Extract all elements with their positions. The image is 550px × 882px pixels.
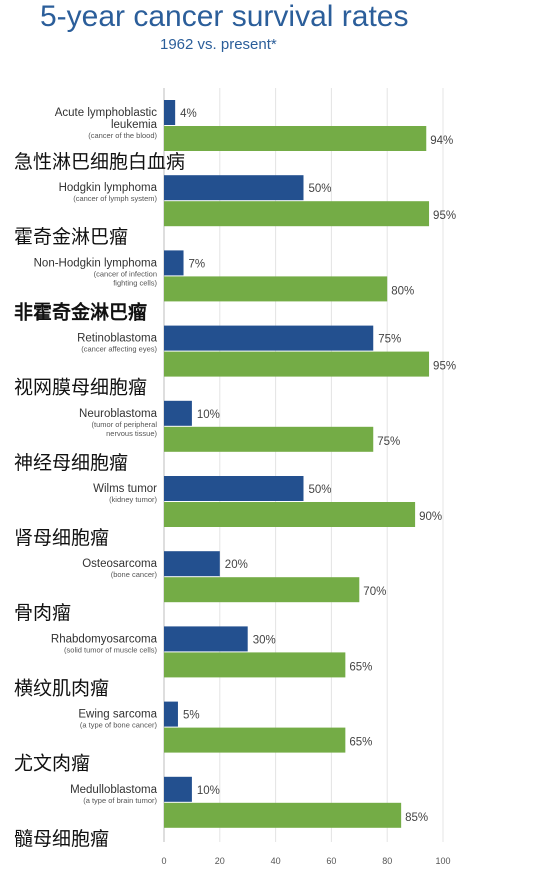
category-name: Retinoblastoma (77, 333, 158, 345)
category-note: fighting cells) (113, 278, 157, 287)
category-name: leukemia (111, 119, 158, 131)
category-note: (a type of brain tumor) (83, 796, 157, 805)
x-tick-label: 60 (326, 856, 336, 866)
x-tick-label: 100 (435, 856, 450, 866)
bar-present-value-label: 85% (405, 812, 428, 824)
category-chinese-name: 视网膜母细胞瘤 (14, 377, 147, 399)
bar-1962-value-label: 10% (197, 785, 220, 797)
category-chinese-name: 霍奇金淋巴瘤 (14, 226, 128, 248)
bar-1962 (164, 325, 374, 351)
category-name: Osteosarcoma (82, 558, 157, 570)
bar-present (164, 577, 360, 603)
bar-1962-value-label: 50% (309, 484, 332, 496)
category-name: Acute lymphoblastic (55, 107, 158, 119)
category-name: Rhabdomyosarcoma (51, 633, 158, 645)
category-name: Neuroblastoma (79, 408, 158, 420)
bar-present-value-label: 65% (349, 737, 372, 749)
x-tick-label: 80 (382, 856, 392, 866)
category-chinese-name: 尤文肉瘤 (14, 753, 90, 775)
category-name: Wilms tumor (93, 483, 157, 495)
bar-present-value-label: 65% (349, 661, 372, 673)
category-note: (tumor of peripheral (92, 420, 158, 429)
category-name: Hodgkin lymphoma (59, 182, 158, 194)
bar-present (164, 351, 430, 377)
category-name: Non-Hodgkin lymphoma (34, 257, 158, 269)
bar-1962 (164, 776, 192, 802)
bar-present (164, 727, 346, 753)
bar-1962-value-label: 7% (189, 258, 206, 270)
x-tick-label: 0 (161, 856, 166, 866)
bar-present (164, 201, 430, 227)
bar-present-value-label: 94% (430, 135, 453, 147)
category-note: (kidney tumor) (109, 495, 157, 504)
bar-present (164, 802, 402, 828)
bar-present-value-label: 90% (419, 511, 442, 523)
bar-1962 (164, 175, 304, 201)
category-note: (cancer of the blood) (88, 131, 157, 140)
bar-present-value-label: 95% (433, 210, 456, 222)
bar-present-value-label: 80% (391, 285, 414, 297)
category-chinese-name: 髓母细胞瘤 (14, 828, 109, 850)
bar-1962-value-label: 75% (378, 334, 401, 346)
bar-1962-value-label: 5% (183, 710, 200, 722)
bar-1962-value-label: 10% (197, 409, 220, 421)
category-chinese-name: 骨肉瘤 (14, 602, 71, 624)
category-note: (cancer of infection (94, 269, 157, 278)
bar-1962-value-label: 50% (309, 183, 332, 195)
bar-1962-value-label: 30% (253, 634, 276, 646)
category-note: (a type of bone cancer) (80, 721, 158, 730)
bar-present (164, 126, 427, 151)
category-chinese-name: 肾母细胞瘤 (14, 527, 109, 549)
category-note: nervous tissue) (106, 429, 157, 438)
category-note: (cancer of lymph system) (73, 194, 157, 203)
x-tick-label: 40 (271, 856, 281, 866)
category-chinese-name: 横纹肌肉瘤 (14, 677, 109, 699)
category-chinese-name: 急性淋巴细胞白血病 (14, 151, 185, 173)
bar-1962 (164, 100, 176, 125)
x-tick-label: 20 (215, 856, 225, 866)
bar-present (164, 276, 388, 302)
bar-1962 (164, 250, 184, 276)
category-note: (solid tumor of muscle cells) (64, 645, 157, 654)
category-chinese-name: 非霍奇金淋巴瘤 (14, 300, 147, 323)
bar-1962-value-label: 20% (225, 559, 248, 571)
bar-1962 (164, 701, 178, 727)
bar-1962 (164, 626, 248, 652)
bar-1962-value-label: 4% (180, 108, 197, 120)
chart-title: 5-year cancer survival rates (40, 0, 409, 33)
category-name: Medulloblastoma (70, 784, 158, 796)
bar-present (164, 652, 346, 678)
category-chinese-name: 神经母细胞瘤 (14, 452, 128, 474)
category-name: Ewing sarcoma (78, 709, 157, 721)
bar-present-value-label: 75% (377, 436, 400, 448)
category-note: (bone cancer) (111, 570, 158, 579)
bar-1962 (164, 476, 304, 501)
bar-1962 (164, 551, 220, 577)
category-note: (cancer affecting eyes) (81, 345, 157, 354)
chart-subtitle: 1962 vs. present* (160, 36, 277, 53)
bar-present (164, 426, 374, 452)
bar-1962 (164, 400, 192, 426)
bar-present (164, 502, 416, 527)
bar-present-value-label: 70% (363, 586, 386, 598)
bar-present-value-label: 95% (433, 361, 456, 373)
